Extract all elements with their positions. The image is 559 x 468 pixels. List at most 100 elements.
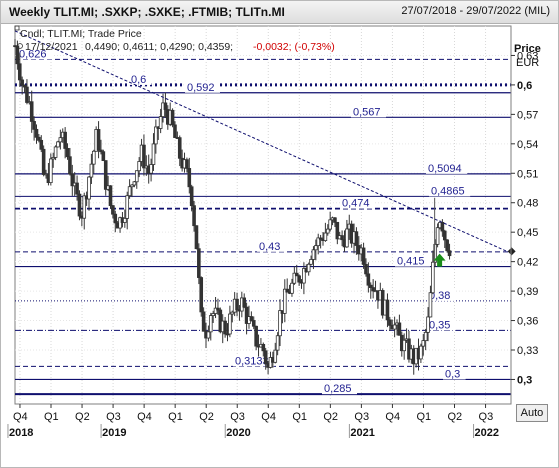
level-label: 0,285 (324, 383, 352, 395)
y-tick-label: 0,36 (517, 316, 538, 328)
candle-body (22, 84, 27, 88)
candlestick-series (13, 39, 452, 375)
chart-title: Weekly TLIT.MI; .SXKP; .SXKE; .FTMIB; TL… (9, 5, 285, 19)
y-tick-label: 0,48 (517, 198, 538, 210)
candle-body (345, 228, 349, 248)
candle-body (242, 297, 247, 308)
candle-body (335, 221, 340, 240)
candle-body (91, 150, 96, 165)
level-label-bg (322, 383, 357, 395)
candle-body (96, 129, 101, 151)
horizontal-levels: 0,626 0,6 0,592 0,567 0,5094 0,4865 0,474 0,43 0… (15, 48, 511, 396)
x-quarter-label: Q1 (44, 411, 59, 423)
candle-body (51, 157, 56, 160)
candle-body (426, 316, 430, 333)
level-label-bg (443, 368, 466, 380)
level-label-bg (257, 240, 286, 252)
candle-body (316, 237, 321, 247)
x-year-label: 2018 (9, 427, 33, 439)
y-tick-label: 0,54 (517, 139, 538, 151)
candle-body (421, 340, 426, 347)
candle-body (223, 320, 227, 335)
candle-body (208, 315, 213, 333)
candle-body (428, 292, 433, 318)
candle-body (29, 101, 34, 122)
level-label-bg (340, 197, 375, 209)
level-label-bg (427, 319, 456, 331)
candle-body (77, 193, 82, 217)
x-quarter-label: Q3 (479, 411, 494, 423)
candle-body (309, 259, 313, 265)
candle-body (402, 339, 406, 352)
level-label: 0,6 (131, 74, 146, 86)
y-tick-label: 0,45 (517, 227, 538, 239)
legend-box: Cndl; TLIT.MI; Trade Price 17/12/2021 0,… (14, 25, 335, 53)
candle-body (228, 313, 232, 335)
candle-body (132, 181, 137, 186)
candle-body (142, 144, 146, 169)
x-quarter-label: Q1 (292, 411, 307, 423)
x-year-label: 2021 (350, 427, 374, 439)
level-label-bg (17, 48, 52, 60)
candle-body (419, 345, 423, 360)
candle-body (211, 313, 215, 316)
last-value-marker (507, 247, 516, 256)
x-quarter-label: Q4 (13, 411, 28, 423)
candle-body (206, 331, 211, 339)
candle-body (39, 139, 44, 150)
candle-body (189, 186, 194, 207)
candle-body (87, 176, 91, 200)
level-label-bg (395, 255, 430, 267)
x-axis[interactable]: Q4 Q1 Q2 Q3 Q4 Q1 Q2 Q3 Q4 Q1 Q2 Q3 Q4 Q1 Q2 Q3 2018 2019… (7, 403, 511, 439)
level-label: 0,43 (259, 241, 280, 253)
candle-body (197, 248, 201, 278)
candle-body (433, 243, 438, 263)
candle-body (447, 250, 452, 257)
candle-body (20, 79, 24, 86)
candle-body (89, 163, 94, 178)
candle-body (333, 217, 337, 223)
candle-body (366, 273, 371, 286)
candle-body (244, 306, 249, 324)
candle-body (187, 168, 192, 188)
auto-scale-button[interactable]: Auto (516, 404, 548, 422)
level-label: 0,35 (429, 319, 450, 331)
x-year-label: 2020 (226, 427, 250, 439)
date-range-label[interactable]: 27/07/2018 - 29/07/2022 (MIL) (401, 5, 550, 17)
candle-body (194, 225, 199, 250)
level-label-bg (351, 106, 386, 118)
candle-body (368, 284, 373, 288)
candle-body (149, 164, 153, 174)
legend-change: -0,0032; (-0,73%) (253, 41, 335, 53)
candle-body (311, 249, 316, 260)
candle-body (49, 158, 53, 184)
candle-body (216, 307, 220, 311)
candle-body (285, 288, 289, 293)
candle-body (294, 272, 299, 277)
candle-body (82, 195, 87, 219)
candle-body (318, 237, 323, 240)
level-label: 0,415 (397, 256, 425, 268)
level-label: 0,4865 (431, 185, 465, 197)
candle-body (445, 239, 449, 252)
level-label: 0,3133 (235, 355, 269, 367)
x-quarter-label: Q4 (137, 411, 152, 423)
legend-marker-icon (14, 25, 20, 31)
x-quarter-label: Q2 (323, 411, 338, 423)
candle-body (292, 272, 297, 284)
level-label-bg (429, 185, 471, 197)
y-tick-label: 0,42 (517, 257, 538, 269)
price-chart[interactable]: 0,626 0,6 0,592 0,567 0,5094 0,4865 0,474 0,43 0… (1, 23, 558, 467)
level-label-bg (426, 162, 468, 174)
x-quarter-label: Q4 (385, 411, 400, 423)
candle-body (25, 86, 29, 103)
y-tick-label: 0,39 (517, 286, 538, 298)
candle-body (254, 325, 258, 347)
x-quarter-label: Q3 (354, 411, 369, 423)
candle-body (290, 282, 294, 294)
candle-body (328, 219, 332, 230)
y-axis[interactable]: 0,3 0,33 0,36 0,39 0,42 0,45 0,48 0,51 0,54 0,57 0… (510, 26, 538, 404)
level-label: 0,567 (353, 106, 381, 118)
x-year-label: 2019 (102, 427, 126, 439)
